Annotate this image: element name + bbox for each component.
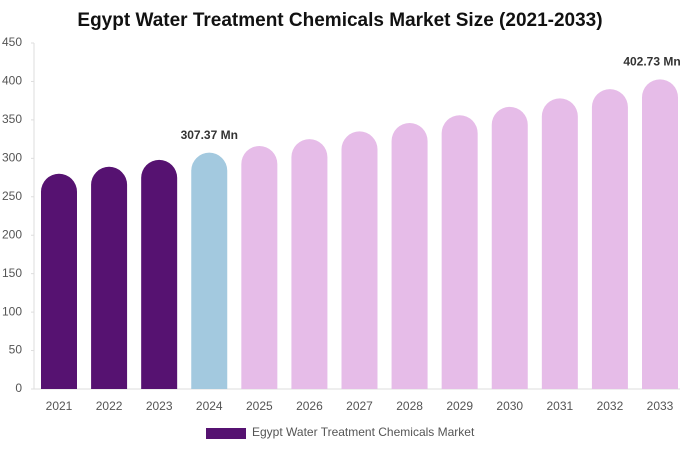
bar [642, 79, 678, 390]
x-tick-label: 2023 [146, 399, 173, 413]
y-tick-label: 100 [2, 304, 22, 318]
x-tick-label: 2033 [647, 399, 674, 413]
x-tick-label: 2024 [196, 399, 223, 413]
x-tick-label: 2032 [597, 399, 624, 413]
data-label: 402.73 Mn [623, 55, 680, 69]
y-tick-label: 150 [2, 266, 22, 280]
legend-swatch [206, 428, 246, 439]
bar [391, 122, 428, 390]
y-tick-label: 250 [2, 189, 22, 203]
bar [491, 106, 528, 389]
y-tick-label: 50 [9, 343, 23, 357]
x-tick-label: 2021 [46, 399, 73, 413]
bar [441, 115, 478, 389]
x-tick-label: 2027 [346, 399, 373, 413]
bar [591, 89, 628, 389]
bar [541, 98, 578, 390]
x-tick-label: 2025 [246, 399, 273, 413]
bar [141, 159, 178, 389]
y-tick-label: 300 [2, 151, 22, 165]
y-tick-label: 450 [2, 35, 22, 49]
bar [91, 166, 128, 389]
y-tick-label: 0 [15, 381, 22, 395]
x-tick-label: 2028 [396, 399, 423, 413]
bar [241, 146, 278, 389]
data-label: 307.37 Mn [181, 128, 238, 142]
x-tick-label: 2031 [546, 399, 573, 413]
chart-title: Egypt Water Treatment Chemicals Market S… [77, 10, 602, 31]
legend-label: Egypt Water Treatment Chemicals Market [252, 425, 475, 439]
x-tick-label: 2030 [496, 399, 523, 413]
y-tick-label: 200 [2, 227, 22, 241]
bar [341, 131, 378, 389]
x-tick-label: 2029 [446, 399, 473, 413]
y-tick-label: 400 [2, 74, 22, 88]
x-tick-label: 2022 [96, 399, 123, 413]
bar [191, 152, 228, 389]
y-tick-label: 350 [2, 112, 22, 126]
bar [291, 139, 328, 389]
bar [41, 173, 77, 389]
x-tick-label: 2026 [296, 399, 323, 413]
